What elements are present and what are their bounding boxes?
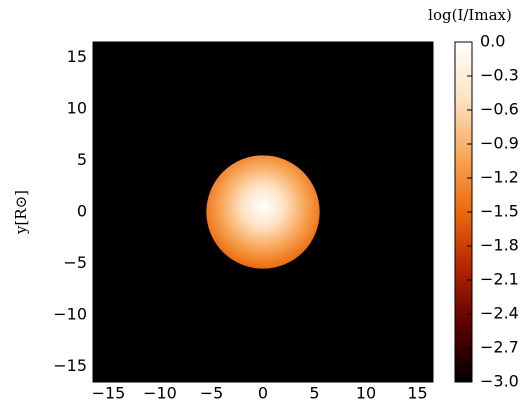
colorbar-tick-label: 0.0 [480, 32, 505, 51]
colorbar-tick-label: −2.7 [480, 338, 519, 357]
chart: log(I/Imax) y[R⊙] −15 −10 −5 0 5 10 15 −15 −10 −5… [0, 0, 532, 401]
y-tick-label: 10 [67, 98, 87, 117]
colorbar-tick-label: −0.9 [480, 134, 519, 153]
colorbar-tick-label: −1.8 [480, 236, 519, 255]
y-tick-label: −10 [53, 305, 87, 324]
y-tick-label: 0 [77, 202, 87, 221]
colorbar-tick-label: −1.5 [480, 202, 519, 221]
colorbar-tick-label: −0.3 [480, 66, 519, 85]
x-tick-label: 5 [309, 384, 319, 401]
y-tick-label: −15 [53, 356, 87, 375]
colorbar-label: log(I/Imax) [428, 6, 512, 24]
y-tick-label: −5 [63, 253, 87, 272]
colorbar-tick-label: −2.1 [480, 270, 519, 289]
y-axis-label: y[R⊙] [12, 190, 30, 235]
colorbar-tick-label: −3.0 [480, 372, 519, 391]
colorbar-tick-label: −0.6 [480, 100, 519, 119]
x-tick-label: 15 [407, 384, 427, 401]
colorbar-tick-label: −2.4 [480, 304, 519, 323]
x-tick-label: −10 [143, 384, 177, 401]
x-tick-label: 10 [356, 384, 376, 401]
x-tick-label: 0 [258, 384, 268, 401]
y-tick-label: 5 [77, 150, 87, 169]
colorbar-tick-label: −1.2 [480, 168, 519, 187]
y-tick-label: 15 [67, 47, 87, 66]
x-tick-label: −5 [200, 384, 224, 401]
x-tick-label: −15 [92, 384, 126, 401]
star-disk [206, 155, 319, 268]
